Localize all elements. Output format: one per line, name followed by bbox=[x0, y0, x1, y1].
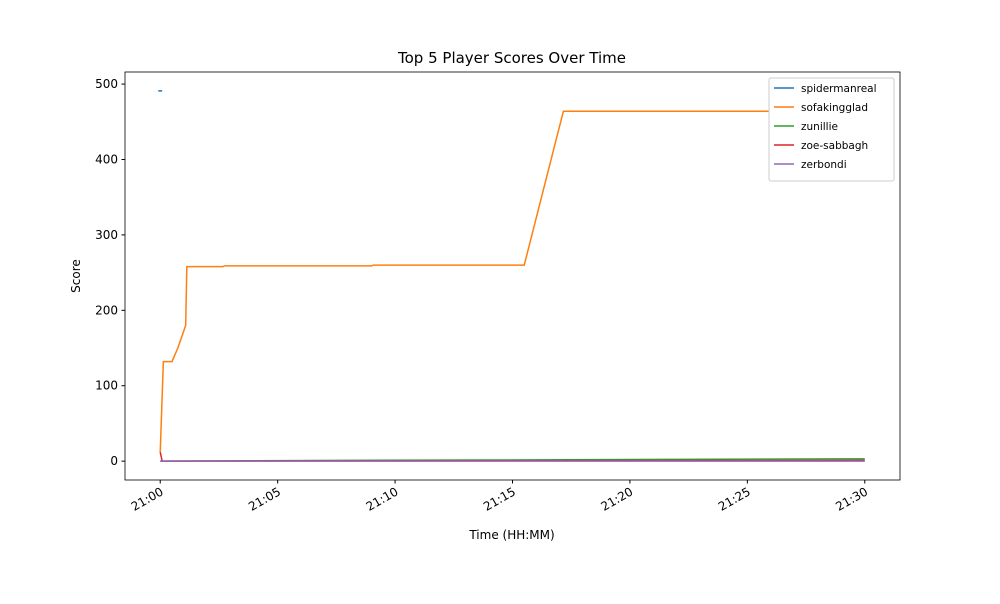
y-axis-label: Score bbox=[69, 259, 83, 293]
x-tick-label: 21:10 bbox=[364, 484, 401, 513]
legend-label: sofakingglad bbox=[801, 102, 868, 114]
legend-label: zunillie bbox=[801, 121, 838, 133]
y-tick-label: 300 bbox=[95, 228, 118, 242]
x-tick-label: 21:25 bbox=[716, 484, 753, 513]
x-tick-label: 21:15 bbox=[481, 484, 518, 513]
legend-label: zoe-sabbagh bbox=[801, 140, 868, 152]
x-axis-label: Time (HH:MM) bbox=[468, 528, 554, 542]
y-tick-label: 400 bbox=[95, 152, 118, 166]
plot-frame bbox=[124, 71, 901, 481]
chart-title: Top 5 Player Scores Over Time bbox=[397, 49, 626, 67]
y-tick-label: 500 bbox=[95, 77, 118, 91]
legend-label: zerbondi bbox=[801, 159, 847, 171]
x-tick-label: 21:20 bbox=[598, 484, 635, 513]
x-tick-label: 21:00 bbox=[129, 484, 166, 513]
legend-box bbox=[768, 77, 895, 182]
y-tick-label: 0 bbox=[110, 454, 118, 468]
series-line bbox=[159, 110, 865, 453]
x-tick-label: 21:30 bbox=[833, 484, 870, 513]
y-tick-label: 200 bbox=[95, 303, 118, 317]
legend-label: spidermanreal bbox=[801, 83, 877, 95]
x-tick-label: 21:05 bbox=[246, 484, 283, 513]
y-tick-label: 100 bbox=[95, 379, 118, 393]
